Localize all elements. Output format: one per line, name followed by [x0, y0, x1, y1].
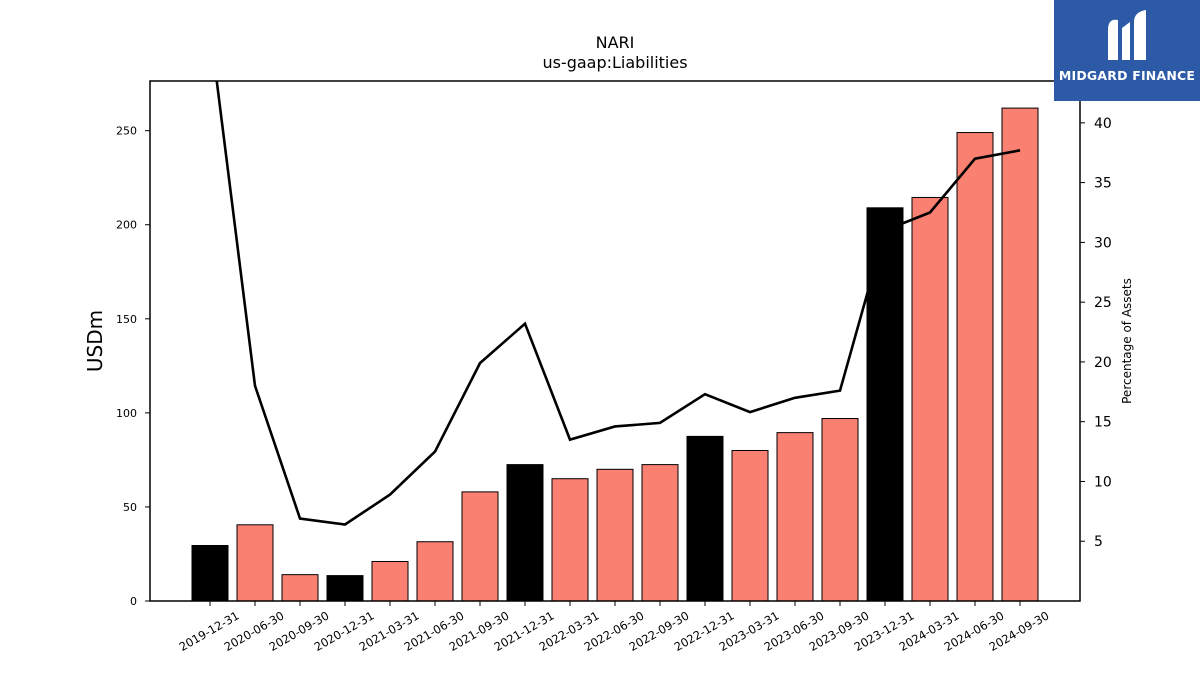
- brand-logo: MIDGARD FINANCE: [1054, 0, 1200, 101]
- y2-tick-label: 5: [1094, 534, 1103, 550]
- y2-axis: 5 10 15 20 25 30 35 40: [1080, 116, 1112, 550]
- y2-tick-label: 10: [1094, 474, 1112, 490]
- y-tick-label: 250: [116, 125, 137, 138]
- bar-2021-06-30: [416, 541, 454, 602]
- y-tick-label: 200: [116, 219, 137, 232]
- bar-2020-06-30: [236, 524, 274, 602]
- y-tick-label: 50: [123, 501, 137, 514]
- bar-2022-03-31: [551, 478, 589, 602]
- y-tick-label: 100: [116, 407, 137, 420]
- bar-2023-12-31: [866, 207, 904, 602]
- y-axis: 0 50 100 150 200 250: [116, 125, 150, 608]
- bar-2022-09-30: [641, 464, 679, 602]
- bar-2020-12-31: [326, 575, 364, 602]
- bar-2021-09-30: [461, 491, 499, 602]
- y2-tick-label: 30: [1094, 235, 1112, 251]
- y-tick-label: 0: [130, 595, 137, 608]
- y2-tick-label: 20: [1094, 355, 1112, 371]
- y-axis-label: USDm: [83, 310, 107, 372]
- bar-2023-09-30: [821, 418, 859, 602]
- bar-2024-06-30: [956, 132, 994, 602]
- bar-2020-09-30: [281, 574, 319, 602]
- bar-2021-03-31: [371, 560, 409, 602]
- bar-2022-12-31: [686, 435, 724, 602]
- y2-tick-label: 25: [1094, 295, 1112, 311]
- logo-mark-icon: [1108, 10, 1146, 60]
- y2-tick-label: 15: [1094, 415, 1112, 431]
- bar-2024-03-31: [911, 196, 949, 602]
- bar-2024-09-30: [1001, 107, 1039, 602]
- y2-axis-label: Percentage of Assets: [1120, 278, 1134, 404]
- chart-title: NARI: [596, 33, 635, 52]
- bar-2019-12-31: [191, 545, 229, 602]
- x-axis: 2019-12-312020-06-302020-09-302020-12-31…: [177, 601, 1052, 654]
- bar-2022-06-30: [596, 468, 634, 602]
- y2-tick-label: 35: [1094, 176, 1112, 192]
- y2-tick-label: 40: [1094, 116, 1112, 132]
- bar-2021-12-31: [506, 464, 544, 602]
- chart-subtitle: us-gaap:Liabilities: [542, 53, 687, 72]
- bars-group: [191, 107, 1039, 602]
- line-group: [215, 81, 1021, 526]
- logo-text: MIDGARD FINANCE: [1058, 68, 1196, 83]
- y-tick-label: 150: [116, 313, 137, 326]
- bar-2023-03-31: [731, 449, 769, 602]
- percentage-line: [215, 81, 1021, 526]
- bar-2023-06-30: [776, 432, 814, 602]
